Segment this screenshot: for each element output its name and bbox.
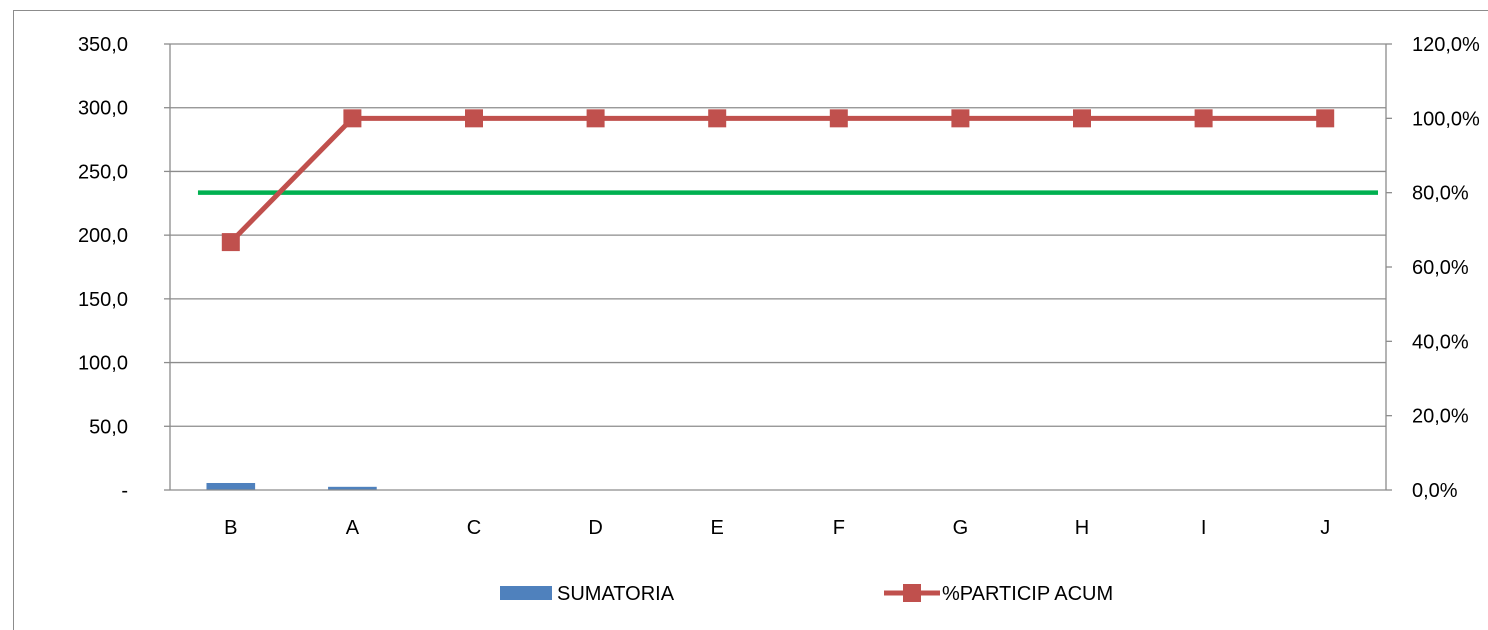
line-marker (1316, 109, 1335, 128)
right-axis-tick-label: 80,0% (1412, 183, 1469, 205)
right-axis-tick-label: 20,0% (1412, 406, 1469, 428)
x-axis-tick-label: D (588, 517, 602, 539)
line-marker (465, 109, 483, 128)
left-axis-tick-label: 300,0 (78, 98, 128, 120)
left-axis-tick-label: 50,0 (89, 416, 128, 438)
x-axis-tick-label: C (467, 517, 481, 539)
right-axis-tick-label: 0,0% (1412, 480, 1458, 502)
line-marker (1073, 109, 1091, 128)
bar-series (206, 482, 377, 490)
series-line (229, 115, 1326, 244)
bar (206, 482, 256, 490)
legend-label-particip: %PARTICIP ACUM (942, 583, 1113, 605)
x-axis-tick-label: F (833, 517, 845, 539)
chart-frame (13, 10, 1488, 630)
x-axis-tick-label: B (224, 517, 237, 539)
line-marker (586, 109, 605, 128)
line-marker (708, 109, 727, 128)
line-marker (951, 109, 970, 128)
right-axis-tick-label: 120,0% (1412, 34, 1480, 56)
x-axis-tick-label: I (1201, 517, 1207, 539)
right-axis-tick-label: 60,0% (1412, 257, 1469, 279)
axes (164, 43, 1392, 491)
legend-line-marker (903, 584, 921, 602)
left-axis-tick-label: 200,0 (78, 225, 128, 247)
right-axis-tick-label: 40,0% (1412, 331, 1469, 353)
left-axis-tick-label: 100,0 (78, 353, 128, 375)
x-axis-tick-label: H (1075, 517, 1089, 539)
left-axis-tick-label: 150,0 (78, 289, 128, 311)
left-axis-tick-label: - (121, 480, 128, 502)
x-axis-tick-label: J (1320, 517, 1330, 539)
left-axis-ticks: - 50,0 100,0 150,0 200,0 250,0 300,0 350,0 (78, 34, 128, 502)
left-axis-tick-label: 250,0 (78, 161, 128, 183)
line-marker (221, 233, 240, 252)
line-marker (829, 109, 848, 128)
x-axis-tick-label: A (346, 517, 360, 539)
gridlines (170, 43, 1386, 427)
left-axis-tick-label: 350,0 (78, 34, 128, 56)
right-axis-tick-label: 100,0% (1412, 108, 1480, 130)
legend-bar-swatch (500, 586, 552, 600)
bar (328, 486, 377, 490)
line-marker (1194, 109, 1213, 128)
x-axis-tick-label: G (953, 517, 969, 539)
right-axis-ticks: 0,0% 20,0% 40,0% 60,0% 80,0% 100,0% 120,0% (1412, 34, 1480, 502)
line-series (221, 109, 1335, 252)
legend-label-sumatoria: SUMATORIA (557, 583, 675, 605)
line-marker (343, 109, 362, 128)
x-axis-tick-label: E (711, 517, 724, 539)
legend: SUMATORIA %PARTICIP ACUM (500, 583, 1113, 605)
